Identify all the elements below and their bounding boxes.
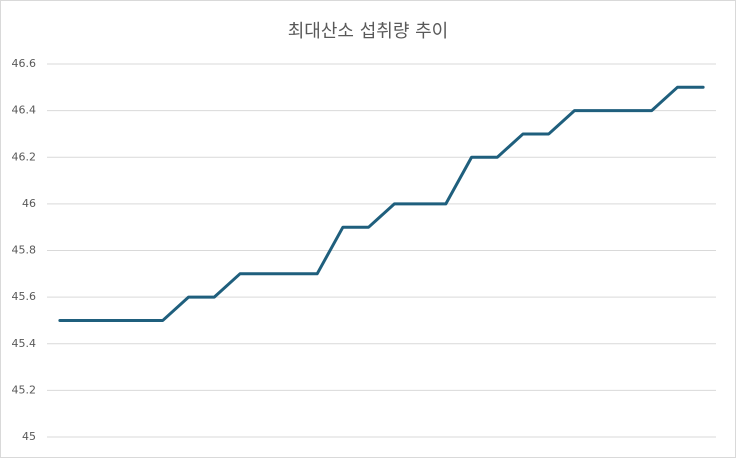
y-tick-label: 46.4 xyxy=(12,104,37,117)
data-line xyxy=(58,85,705,322)
y-tick-label: 45.4 xyxy=(12,337,37,350)
y-tick-label: 45.6 xyxy=(12,290,37,303)
chart-title: 최대산소 섭취량 추이 xyxy=(288,21,448,42)
y-tick-label: 45.8 xyxy=(12,244,37,257)
y-tick-label: 46.6 xyxy=(12,57,37,70)
y-tick-label: 45.2 xyxy=(12,383,37,396)
y-tick-label: 46.2 xyxy=(12,150,37,163)
y-tick-label: 45 xyxy=(22,430,36,443)
y-tick-label: 46 xyxy=(22,197,36,210)
